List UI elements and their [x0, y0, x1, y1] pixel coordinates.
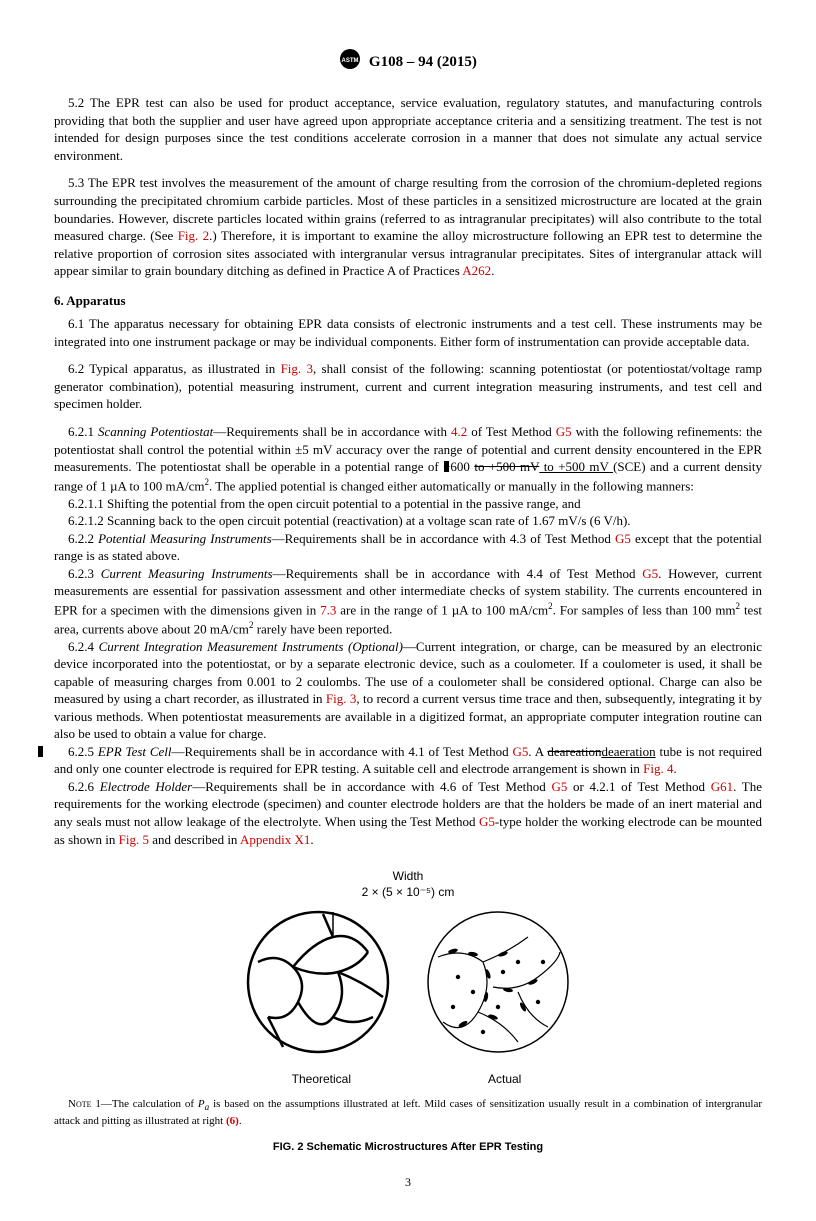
text: . [491, 263, 494, 278]
designation-text: G108 – 94 (2015) [369, 52, 477, 72]
astm-logo: ASTM [339, 48, 361, 76]
text: 6.2.5 [68, 744, 98, 759]
text: 6.2.2 [68, 531, 98, 546]
page-number: 3 [54, 1174, 762, 1190]
para-6-2-4: 6.2.4 Current Integration Measurement In… [54, 638, 762, 743]
width-label: Width 2 × (5 × 10⁻⁵) cm [54, 868, 762, 900]
note-label: Note [68, 1098, 92, 1110]
para-6-2-5: 6.2.5 EPR Test Cell—Requirements shall b… [54, 743, 762, 778]
text: 6.2.1 [68, 424, 98, 439]
para-6-2-1-1: 6.2.1.1 Shifting the potential from the … [54, 495, 762, 513]
para-6-2-6: 6.2.6 Electrode Holder—Requirements shal… [54, 778, 762, 848]
figure-2: Width 2 × (5 × 10⁻⁵) cm [54, 868, 762, 1087]
g5-ref[interactable]: G5 [615, 531, 631, 546]
pa-symbol: P [198, 1098, 205, 1110]
para-6-2: 6.2 Typical apparatus, as illustrated in… [54, 360, 762, 413]
text: . [239, 1115, 242, 1127]
g5-ref[interactable]: G5 [551, 779, 567, 794]
page-header: ASTM G108 – 94 (2015) [54, 48, 762, 76]
underline-text: to +500 mV [539, 459, 613, 474]
g5-ref[interactable]: G5 [513, 744, 529, 759]
label: Scanning Potentiostat [98, 424, 213, 439]
label: EPR Test Cell [98, 744, 172, 759]
text: . [310, 832, 313, 847]
text: are in the range of 1 µA to 100 mA/cm [336, 602, 548, 617]
text: and described in [149, 832, 240, 847]
text: 6.2.3 [68, 566, 101, 581]
text: 6.2.6 [68, 779, 100, 794]
para-5-2: 5.2 The EPR test can also be used for pr… [54, 94, 762, 164]
text: . [674, 761, 677, 776]
text: of Test Method [467, 424, 556, 439]
figure-caption: FIG. 2 Schematic Microstructures After E… [54, 1140, 762, 1155]
text: 1—The calculation of [92, 1098, 198, 1110]
note-ref-6[interactable]: (6) [226, 1115, 239, 1127]
g5-ref[interactable]: G5 [642, 566, 658, 581]
section-6-title: 6. Apparatus [54, 292, 762, 310]
para-6-2-2: 6.2.2 Potential Measuring Instruments—Re… [54, 530, 762, 565]
text: or 4.2.1 of Test Method [567, 779, 710, 794]
microstructure-diagram [238, 902, 578, 1062]
label: Current Measuring Instruments [101, 566, 273, 581]
text: —Requirements shall be in accordance wit… [192, 779, 551, 794]
text: . A [528, 744, 547, 759]
g61-ref[interactable]: G61 [711, 779, 733, 794]
appendix-x1-ref[interactable]: Appendix X1 [240, 832, 310, 847]
strike-text: to +500 mV [474, 459, 539, 474]
text: . The applied potential is changed eithe… [209, 478, 694, 493]
label: Potential Measuring Instruments [98, 531, 272, 546]
para-6-1: 6.1 The apparatus necessary for obtainin… [54, 315, 762, 350]
theoretical-label: Theoretical [246, 1071, 396, 1087]
text: rarely have been reported. [253, 621, 392, 636]
figure-note: Note 1—The calculation of Pa is based on… [54, 1097, 762, 1128]
fig3-ref[interactable]: Fig. 3 [326, 691, 356, 706]
para-5-3: 5.3 The EPR test involves the measuremen… [54, 174, 762, 279]
para-6-2-3: 6.2.3 Current Measuring Instruments—Requ… [54, 565, 762, 638]
underline-text: deaeration [601, 744, 655, 759]
fig4-ref[interactable]: Fig. 4 [643, 761, 673, 776]
g5-ref[interactable]: G5 [479, 814, 495, 829]
text: . For samples of less than 100 mm [553, 602, 736, 617]
text: —Requirements shall be in accordance wit… [273, 566, 643, 581]
actual-label: Actual [430, 1071, 580, 1087]
para-6-2-1: 6.2.1 Scanning Potentiostat—Requirements… [54, 423, 762, 495]
label: Electrode Holder [100, 779, 193, 794]
text: 6.2.4 [68, 639, 99, 654]
text: 6.2 Typical apparatus, as illustrated in [68, 361, 281, 376]
ref-4-2[interactable]: 4.2 [451, 424, 467, 439]
para-6-2-1-2: 6.2.1.2 Scanning back to the open circui… [54, 512, 762, 530]
fig5-ref[interactable]: Fig. 5 [119, 832, 149, 847]
a262-ref[interactable]: A262 [462, 263, 491, 278]
g5-ref[interactable]: G5 [556, 424, 572, 439]
label: Current Integration Measurement Instrume… [99, 639, 403, 654]
fig2-ref[interactable]: Fig. 2 [178, 228, 209, 243]
fig3-ref[interactable]: Fig. 3 [281, 361, 313, 376]
text: —Requirements shall be in accordance wit… [172, 744, 513, 759]
text: —Requirements shall be in accordance wit… [213, 424, 451, 439]
strike-text: deareation [547, 744, 601, 759]
text: —Requirements shall be in accordance wit… [272, 531, 615, 546]
ref-7-3[interactable]: 7.3 [320, 602, 336, 617]
svg-text:ASTM: ASTM [342, 58, 359, 64]
figure-labels: Theoretical Actual [54, 1071, 762, 1087]
